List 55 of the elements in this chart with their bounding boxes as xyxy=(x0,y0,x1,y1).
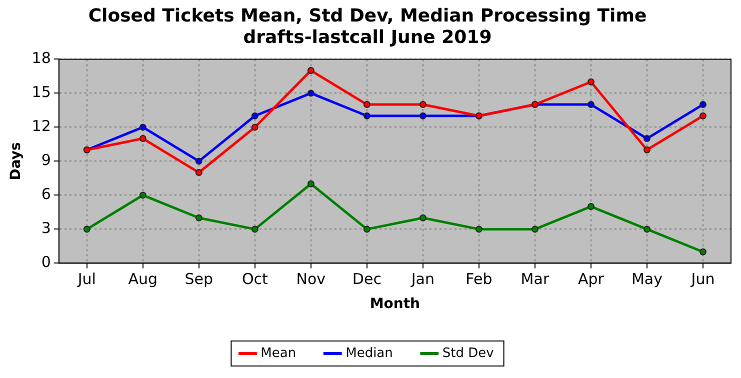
point xyxy=(307,67,314,74)
point xyxy=(419,214,426,222)
point xyxy=(699,112,706,120)
x-tick-label: Jan xyxy=(410,270,435,288)
y-tick-label: 9 xyxy=(41,151,51,170)
x-tick-label: May xyxy=(631,270,663,288)
point xyxy=(139,192,146,199)
y-axis-title: Days xyxy=(8,142,24,180)
x-tick-label: Aug xyxy=(128,270,158,288)
point xyxy=(363,101,370,108)
point xyxy=(531,226,538,233)
y-tick-label: 12 xyxy=(32,117,51,136)
point xyxy=(251,124,258,131)
point xyxy=(83,226,90,233)
point xyxy=(363,112,370,120)
point xyxy=(419,101,426,108)
y-tick-label: 6 xyxy=(41,185,51,204)
point xyxy=(643,226,650,233)
x-tick-label: Oct xyxy=(242,270,268,288)
legend-label: Mean xyxy=(260,346,296,361)
point xyxy=(139,135,146,142)
point xyxy=(139,124,146,131)
point xyxy=(251,226,258,233)
y-tick-label: 18 xyxy=(32,49,51,68)
point xyxy=(307,90,314,97)
legend-label: Std Dev xyxy=(442,346,494,361)
x-tick-label: Feb xyxy=(466,270,492,288)
point xyxy=(251,112,258,120)
point xyxy=(363,226,370,233)
point xyxy=(419,112,426,120)
point xyxy=(195,214,202,222)
x-axis-title: Month xyxy=(370,296,420,312)
point xyxy=(587,78,594,86)
y-tick-label: 3 xyxy=(41,219,51,238)
x-tick-label: Apr xyxy=(578,270,605,288)
point xyxy=(699,101,706,108)
x-tick-label: Nov xyxy=(296,270,326,288)
x-tick-label: Dec xyxy=(352,270,382,288)
point xyxy=(587,101,594,108)
point xyxy=(475,226,482,233)
point xyxy=(643,135,650,142)
x-tick-label: Sep xyxy=(184,270,214,288)
point xyxy=(195,169,202,176)
chart-title: Closed Tickets Mean, Std Dev, Median Processing Time drafts-lastcall June 2019 xyxy=(88,5,647,48)
point xyxy=(307,180,314,188)
point xyxy=(643,146,650,154)
legend-label: Median xyxy=(346,346,393,361)
x-tick-label: Jul xyxy=(76,270,96,288)
point xyxy=(587,203,594,210)
y-tick-label: 15 xyxy=(32,83,51,102)
point xyxy=(195,158,202,165)
x-tick-label: Jun xyxy=(690,270,715,288)
point xyxy=(699,248,706,256)
x-tick-label: Mar xyxy=(520,270,550,288)
y-tick-label: 0 xyxy=(41,253,51,272)
